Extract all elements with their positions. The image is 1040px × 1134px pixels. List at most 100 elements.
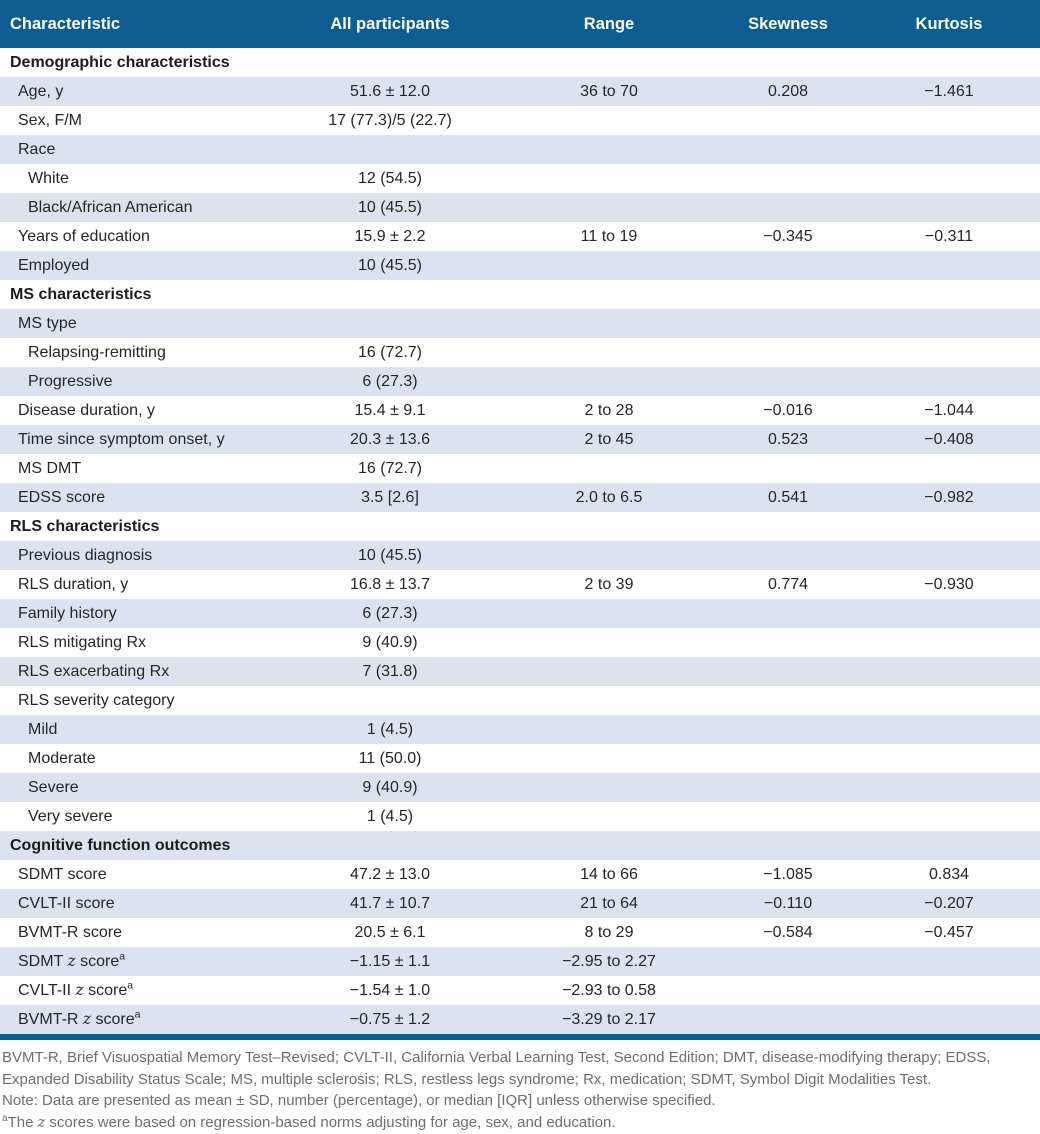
value-cell <box>858 164 1040 193</box>
row-label-cell: Cognitive function outcomes <box>10 836 231 854</box>
value-cell: −0.311 <box>924 227 974 245</box>
value-cell <box>500 135 718 164</box>
value-cell <box>858 280 1040 309</box>
table-row: Employed 10 (45.5) <box>0 251 1040 280</box>
value-cell: −0.584 <box>763 923 813 941</box>
row-label-cell: MS DMT <box>18 459 82 477</box>
value-cell: 11 (50.0) <box>358 749 422 767</box>
table-row: Family history 6 (27.3) <box>0 599 1040 628</box>
row-label-cell: RLS exacerbating Rx <box>18 662 170 680</box>
value-cell: 41.7 ± 10.7 <box>350 894 430 912</box>
value-cell <box>280 135 500 164</box>
row-label-cell: Sex, F/M <box>18 111 83 129</box>
table-row: White 12 (54.5) <box>0 164 1040 193</box>
row-label-cell: Progressive <box>28 372 113 390</box>
value-cell: −0.016 <box>763 401 813 419</box>
value-cell: 16.8 ± 13.7 <box>350 575 430 593</box>
row-label-cell: EDSS score <box>18 488 106 506</box>
table-row: CVLT-II score 41.7 ± 10.7 21 to 64 −0.110 −0… <box>0 889 1040 918</box>
value-cell <box>718 512 858 541</box>
value-cell: 6 (27.3) <box>362 372 418 390</box>
row-label-cell: Family history <box>18 604 117 622</box>
value-cell: 20.3 ± 13.6 <box>350 430 430 448</box>
italic-z: z <box>37 1114 46 1131</box>
column-header-kurtosis: Kurtosis <box>858 0 1040 48</box>
value-cell: 51.6 ± 12.0 <box>350 82 430 100</box>
value-cell: 15.4 ± 9.1 <box>354 401 426 419</box>
row-label-cell: Disease duration, y <box>18 401 155 419</box>
row-label-cell: SDMT z scorea <box>18 950 126 970</box>
value-cell <box>718 106 858 135</box>
table-footer: BVMT-R, Brief Visuospatial Memory Test–R… <box>0 1040 1040 1134</box>
value-cell <box>858 628 1040 657</box>
value-cell <box>718 251 858 280</box>
value-cell <box>718 976 858 1005</box>
value-cell <box>280 512 500 541</box>
table-row: Time since symptom onset, y 20.3 ± 13.6 2 … <box>0 425 1040 454</box>
table-row: Very severe 1 (4.5) <box>0 802 1040 831</box>
value-cell: 0.834 <box>928 865 970 883</box>
table-row: Mild 1 (4.5) <box>0 715 1040 744</box>
row-label-cell: Black/African American <box>28 198 193 216</box>
row-label-cell: Years of education <box>18 227 150 245</box>
value-cell <box>500 628 718 657</box>
table-row: Moderate 11 (50.0) <box>0 744 1040 773</box>
value-cell: −0.930 <box>924 575 974 593</box>
value-cell <box>858 715 1040 744</box>
value-cell <box>718 715 858 744</box>
table-header: Characteristic All participants Range Sk… <box>0 0 1040 48</box>
value-cell: −2.95 to 2.27 <box>562 952 656 970</box>
row-label-cell: Mild <box>28 720 58 738</box>
value-cell: 14 to 66 <box>580 865 638 883</box>
value-cell <box>500 367 718 396</box>
section-row: Demographic characteristics <box>0 48 1040 77</box>
value-cell <box>718 135 858 164</box>
value-cell <box>718 48 858 77</box>
value-cell: −2.93 to 0.58 <box>562 981 656 999</box>
value-cell <box>858 686 1040 715</box>
value-cell <box>500 541 718 570</box>
value-cell <box>280 280 500 309</box>
row-label-cell: BVMT-R z scorea <box>18 1008 141 1028</box>
footnote-a-marker: a <box>2 1112 8 1124</box>
table-row: CVLT-II z scorea −1.54 ± 1.0 −2.93 to 0.58 <box>0 976 1040 1005</box>
section-row: MS characteristics <box>0 280 1040 309</box>
table-row: Previous diagnosis 10 (45.5) <box>0 541 1040 570</box>
footnote-marker: a <box>127 979 134 992</box>
footnote-marker: a <box>134 1008 141 1021</box>
value-cell <box>858 831 1040 860</box>
row-label-cell: RLS characteristics <box>10 517 160 535</box>
value-cell <box>858 367 1040 396</box>
value-cell: 16 (72.7) <box>357 459 423 477</box>
value-cell: 6 (27.3) <box>362 604 418 622</box>
value-cell <box>858 802 1040 831</box>
table-row: Sex, F/M 17 (77.3)/5 (22.7) <box>0 106 1040 135</box>
value-cell <box>858 251 1040 280</box>
table-row: EDSS score 3.5 [2.6] 2.0 to 6.5 0.541 −0.982 <box>0 483 1040 512</box>
column-header-skewness: Skewness <box>718 0 858 48</box>
value-cell <box>500 338 718 367</box>
table-row: BVMT-R z scorea −0.75 ± 1.2 −3.29 to 2.17 <box>0 1005 1040 1034</box>
value-cell <box>718 1005 858 1034</box>
value-cell: −0.207 <box>924 894 974 912</box>
value-cell: −1.54 ± 1.0 <box>349 981 431 999</box>
value-cell: 2 to 28 <box>584 401 634 419</box>
value-cell: 2.0 to 6.5 <box>575 488 643 506</box>
value-cell: −0.110 <box>763 894 813 912</box>
value-cell: 1 (4.5) <box>366 807 414 825</box>
section-row: RLS characteristics <box>0 512 1040 541</box>
value-cell: −3.29 to 2.17 <box>562 1010 656 1028</box>
value-cell <box>500 657 718 686</box>
value-cell: −0.457 <box>924 923 974 941</box>
row-label-cell: RLS severity category <box>18 691 175 709</box>
value-cell: 7 (31.8) <box>362 662 418 680</box>
value-cell <box>718 541 858 570</box>
footnote-a: aThe z scores were based on regression-b… <box>2 1112 616 1131</box>
table-row: SDMT score 47.2 ± 13.0 14 to 66 −1.085 0.834 <box>0 860 1040 889</box>
row-label-cell: MS type <box>18 314 77 332</box>
value-cell: 10 (45.5) <box>357 256 423 274</box>
value-cell: −1.15 ± 1.1 <box>349 952 431 970</box>
table-body: Demographic characteristics Age, y 51.6 ± … <box>0 48 1040 1034</box>
value-cell <box>718 338 858 367</box>
